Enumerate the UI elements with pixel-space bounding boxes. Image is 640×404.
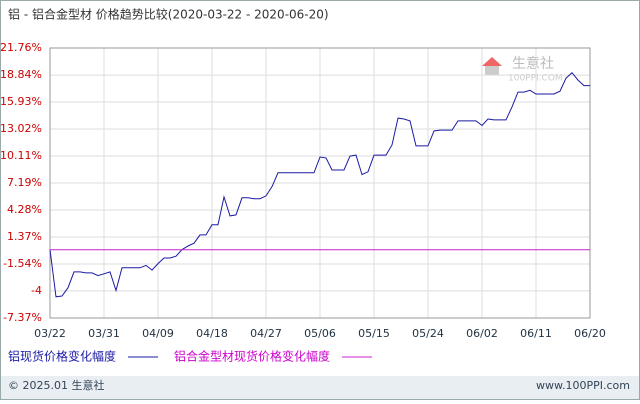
- y-tick-label: -7.37%: [3, 311, 42, 324]
- y-tick-label: -1.54%: [3, 257, 42, 270]
- x-tick-label: 05/15: [358, 327, 390, 340]
- x-tick-label: 04/18: [196, 327, 228, 340]
- footer-url: www.100PPI.com: [536, 379, 630, 392]
- y-tick-label: 15.93%: [0, 95, 42, 108]
- x-tick-label: 05/06: [304, 327, 336, 340]
- legend-label: 铝现货价格变化幅度: [8, 349, 116, 364]
- chart-title: 铝 - 铝合金型材 价格趋势比较(2020-03-22 - 2020-06-20…: [8, 7, 329, 22]
- plot-border: [49, 47, 591, 319]
- y-tick-label: -4: [31, 284, 42, 297]
- y-tick-label: 21.76%: [0, 41, 42, 54]
- y-tick-label: 10.11%: [0, 149, 42, 162]
- y-tick-label: 4.28%: [7, 203, 42, 216]
- footer-copyright: © 2025.01 生意社: [8, 378, 104, 392]
- x-tick-label: 04/27: [250, 327, 282, 340]
- series-line: [49, 71, 590, 298]
- y-tick-label: 13.02%: [0, 122, 42, 135]
- x-tick-label: 03/31: [88, 327, 120, 340]
- x-tick-label: 06/02: [466, 327, 498, 340]
- x-tick-label: 05/24: [412, 327, 444, 340]
- footer-band: [1, 376, 639, 399]
- legend-label: 铝合金型材现货价格变化幅度: [174, 349, 330, 364]
- x-tick-label: 03/22: [34, 327, 66, 340]
- x-tick-label: 06/20: [574, 327, 606, 340]
- watermark-site: 100PPI.COM: [508, 74, 563, 84]
- watermark-icon: [482, 57, 502, 66]
- x-tick-label: 04/09: [142, 327, 174, 340]
- y-tick-label: 18.84%: [0, 68, 42, 81]
- watermark-name: 生意社: [512, 55, 554, 72]
- x-tick-label: 06/11: [520, 327, 552, 340]
- y-tick-label: 7.19%: [7, 176, 42, 189]
- watermark-icon: [485, 66, 499, 75]
- y-tick-label: 1.37%: [7, 230, 42, 243]
